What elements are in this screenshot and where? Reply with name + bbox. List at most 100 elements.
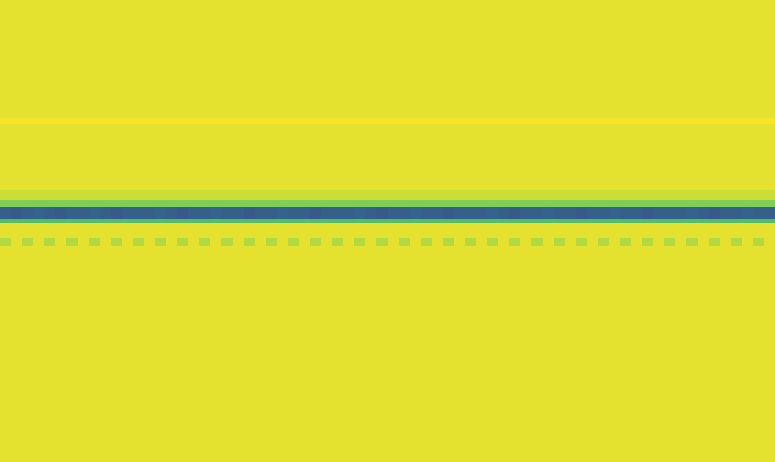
cell xyxy=(698,219,710,224)
cell xyxy=(266,118,278,125)
cell xyxy=(520,246,532,462)
cell xyxy=(609,246,621,462)
cell xyxy=(609,238,621,246)
cell xyxy=(421,238,433,246)
cell xyxy=(476,238,488,246)
cell xyxy=(631,124,643,191)
cell xyxy=(421,219,433,224)
cell xyxy=(443,190,455,201)
cell xyxy=(620,0,632,118)
cell xyxy=(675,200,687,208)
cell xyxy=(498,124,510,191)
cell xyxy=(653,207,665,220)
cell xyxy=(233,219,245,224)
cell xyxy=(343,118,355,125)
cell xyxy=(199,0,211,118)
cell xyxy=(698,238,710,246)
cell xyxy=(543,200,555,208)
cell xyxy=(321,118,333,125)
cell xyxy=(410,200,422,208)
cell xyxy=(321,200,333,208)
cell xyxy=(465,0,477,118)
cell xyxy=(66,223,78,238)
cell xyxy=(22,238,34,246)
cell xyxy=(587,207,599,220)
cell xyxy=(753,207,765,220)
cell xyxy=(620,190,632,201)
cell xyxy=(388,246,400,462)
cell xyxy=(155,200,167,208)
cell xyxy=(299,200,311,208)
cell xyxy=(133,0,145,118)
cell xyxy=(520,0,532,118)
cell xyxy=(498,118,510,125)
cell xyxy=(609,118,621,125)
heatmap xyxy=(0,0,775,462)
cell xyxy=(277,219,289,224)
cell xyxy=(454,207,466,220)
cell xyxy=(531,0,543,118)
cell xyxy=(686,200,698,208)
cell xyxy=(133,219,145,224)
cell xyxy=(221,190,233,201)
cell xyxy=(343,246,355,462)
cell xyxy=(642,238,654,246)
cell xyxy=(764,246,775,462)
cell xyxy=(753,246,765,462)
cell xyxy=(686,0,698,118)
cell xyxy=(399,200,411,208)
cell xyxy=(277,246,289,462)
cell xyxy=(410,246,422,462)
cell xyxy=(78,219,90,224)
cell xyxy=(631,200,643,208)
cell xyxy=(720,219,732,224)
cell xyxy=(78,223,90,238)
cell xyxy=(620,238,632,246)
cell xyxy=(487,200,499,208)
cell xyxy=(642,219,654,224)
cell xyxy=(598,207,610,220)
cell xyxy=(166,223,178,238)
cell xyxy=(576,238,588,246)
cell xyxy=(720,200,732,208)
cell xyxy=(55,238,67,246)
cell xyxy=(111,246,123,462)
cell xyxy=(33,223,45,238)
cell xyxy=(343,190,355,201)
cell xyxy=(686,207,698,220)
cell xyxy=(321,0,333,118)
cell xyxy=(509,190,521,201)
cell xyxy=(155,207,167,220)
cell xyxy=(44,246,56,462)
cell xyxy=(11,238,23,246)
cell xyxy=(598,223,610,238)
cell xyxy=(410,223,422,238)
cell xyxy=(554,246,566,462)
cell xyxy=(33,118,45,125)
cell xyxy=(144,238,156,246)
cell xyxy=(498,207,510,220)
cell xyxy=(465,118,477,125)
cell xyxy=(565,190,577,201)
cell xyxy=(166,238,178,246)
cell xyxy=(210,124,222,191)
cell xyxy=(266,238,278,246)
cell xyxy=(266,219,278,224)
cell xyxy=(365,207,377,220)
cell xyxy=(410,0,422,118)
cell xyxy=(531,124,543,191)
cell xyxy=(144,190,156,201)
cell xyxy=(100,200,112,208)
cell xyxy=(653,190,665,201)
cell xyxy=(155,124,167,191)
cell xyxy=(188,219,200,224)
cell xyxy=(365,200,377,208)
cell xyxy=(476,190,488,201)
cell xyxy=(89,223,101,238)
cell xyxy=(686,238,698,246)
cell xyxy=(731,207,743,220)
cell xyxy=(432,207,444,220)
cell xyxy=(376,207,388,220)
cell xyxy=(642,207,654,220)
cell xyxy=(454,246,466,462)
